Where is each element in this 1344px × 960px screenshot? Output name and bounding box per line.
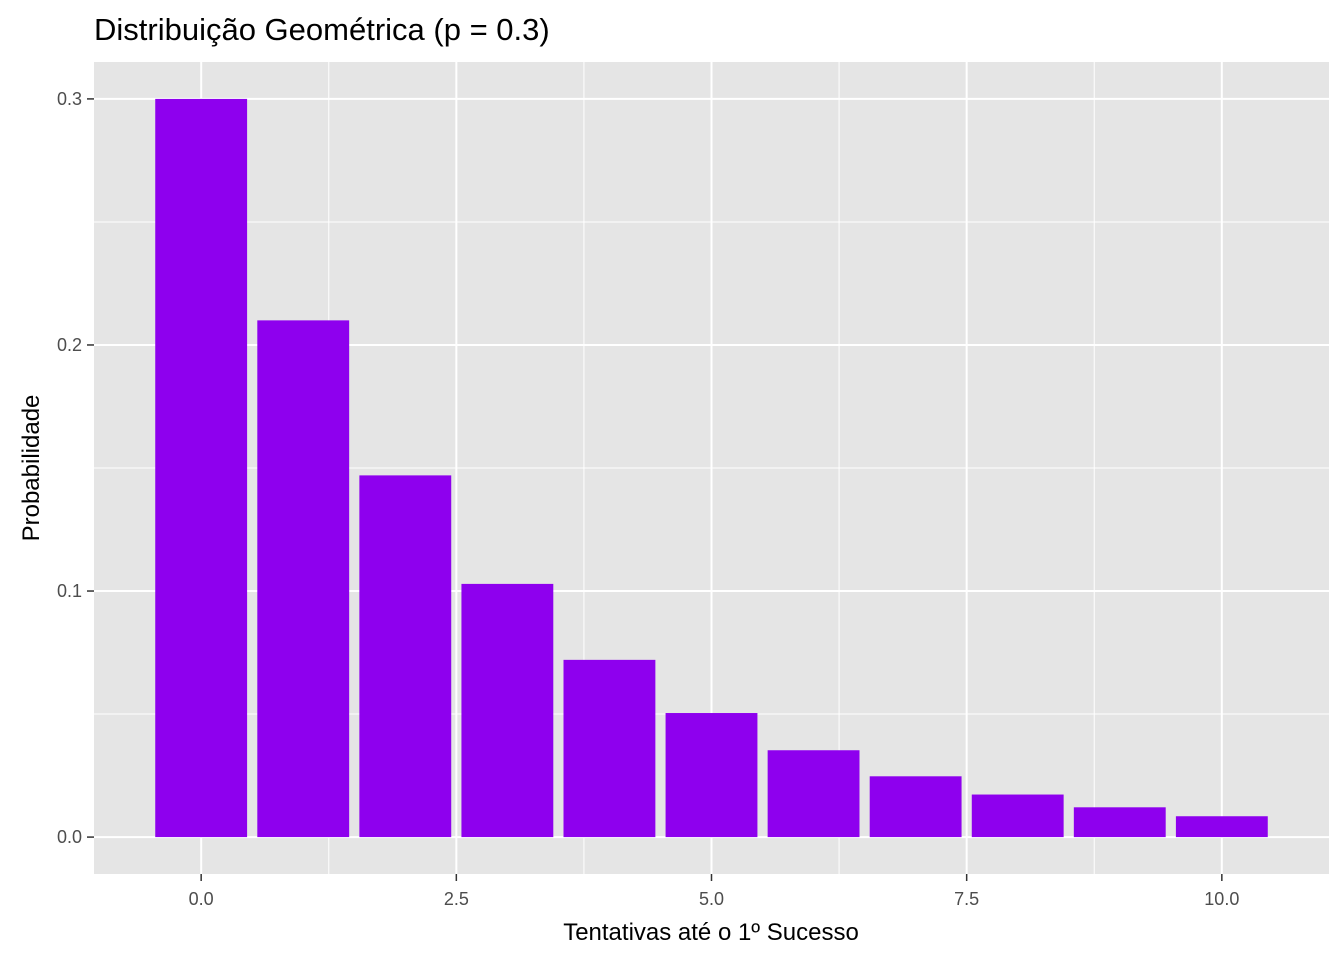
bars: [155, 98, 1268, 838]
chart-title: Distribuição Geométrica (p = 0.3): [94, 12, 550, 47]
x-tick-label: 0.0: [189, 889, 214, 909]
bar: [869, 776, 962, 838]
bar: [563, 659, 656, 838]
y-axis-title: Probabilidade: [18, 395, 45, 542]
x-axis-title: Tentativas até o 1º Sucesso: [563, 919, 859, 946]
x-tick-label: 2.5: [444, 889, 469, 909]
bar: [155, 98, 248, 838]
bar: [767, 750, 860, 838]
x-tick-label: 5.0: [699, 889, 724, 909]
y-tick-label: 0.3: [57, 89, 82, 109]
y-tick-label: 0.1: [57, 581, 82, 601]
y-tick-label: 0.2: [57, 335, 82, 355]
bar: [257, 320, 350, 838]
x-tick-label: 7.5: [954, 889, 979, 909]
x-axis: 0.0 2.5 5.0 7.5 10.0: [189, 874, 1239, 909]
bar: [359, 475, 452, 838]
x-tick-label: 10.0: [1204, 889, 1239, 909]
bar: [971, 794, 1064, 838]
y-tick-label: 0.0: [57, 827, 82, 847]
bar: [461, 583, 554, 838]
bar: [1175, 816, 1268, 838]
bar: [1073, 807, 1166, 838]
y-axis: 0.0 0.1 0.2 0.3: [57, 89, 94, 847]
bar: [665, 713, 758, 838]
